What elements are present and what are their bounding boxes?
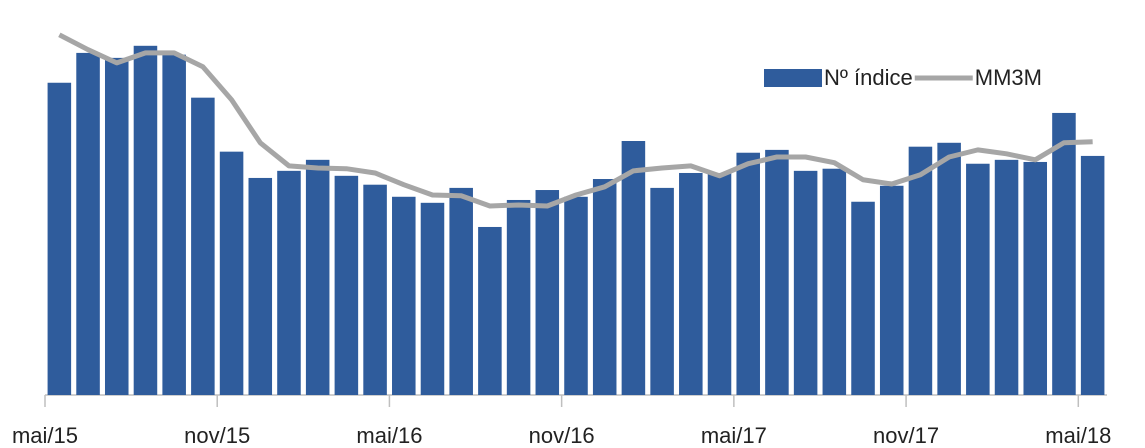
bar	[564, 196, 588, 395]
bar	[879, 185, 904, 395]
bar	[449, 187, 473, 395]
bar	[908, 146, 933, 395]
bar	[937, 142, 961, 395]
bar	[420, 202, 445, 395]
bar	[592, 179, 617, 395]
bar	[765, 149, 789, 395]
bar	[1080, 155, 1105, 395]
bar	[478, 226, 502, 395]
bar	[621, 141, 646, 395]
legend-label: Nº índice	[824, 65, 913, 90]
line	[58, 32, 1093, 209]
x-tick-label: nov/15	[184, 423, 250, 448]
bar	[506, 199, 531, 395]
bar	[535, 190, 560, 395]
legend-swatch	[764, 69, 822, 87]
bar	[334, 175, 359, 395]
bar	[219, 151, 244, 395]
bar	[679, 172, 703, 395]
bar	[363, 184, 387, 395]
bar	[1052, 112, 1076, 395]
bar	[248, 177, 273, 395]
bar	[736, 152, 760, 395]
bar	[305, 159, 330, 395]
legend-label: MM3M	[975, 65, 1042, 90]
bar	[707, 172, 732, 395]
x-tick-label: mai/17	[701, 423, 767, 448]
bar	[822, 168, 847, 395]
bar	[966, 163, 990, 395]
x-tick-label: nov/16	[529, 423, 595, 448]
bar	[162, 54, 186, 395]
bar	[76, 52, 100, 396]
bar	[104, 57, 129, 395]
bar	[851, 201, 875, 395]
bar	[392, 196, 416, 395]
x-tick-label: mai/18	[1045, 423, 1111, 448]
x-tick-label: nov/17	[873, 423, 939, 448]
x-tick-label: mai/16	[356, 423, 422, 448]
bar	[191, 97, 215, 395]
bar	[47, 82, 72, 395]
bar	[793, 170, 818, 395]
bar	[133, 45, 158, 395]
x-tick-label: mai/15	[12, 423, 78, 448]
bar	[1023, 161, 1048, 395]
bar	[277, 170, 301, 395]
bar	[650, 187, 674, 395]
bar	[994, 159, 1019, 395]
